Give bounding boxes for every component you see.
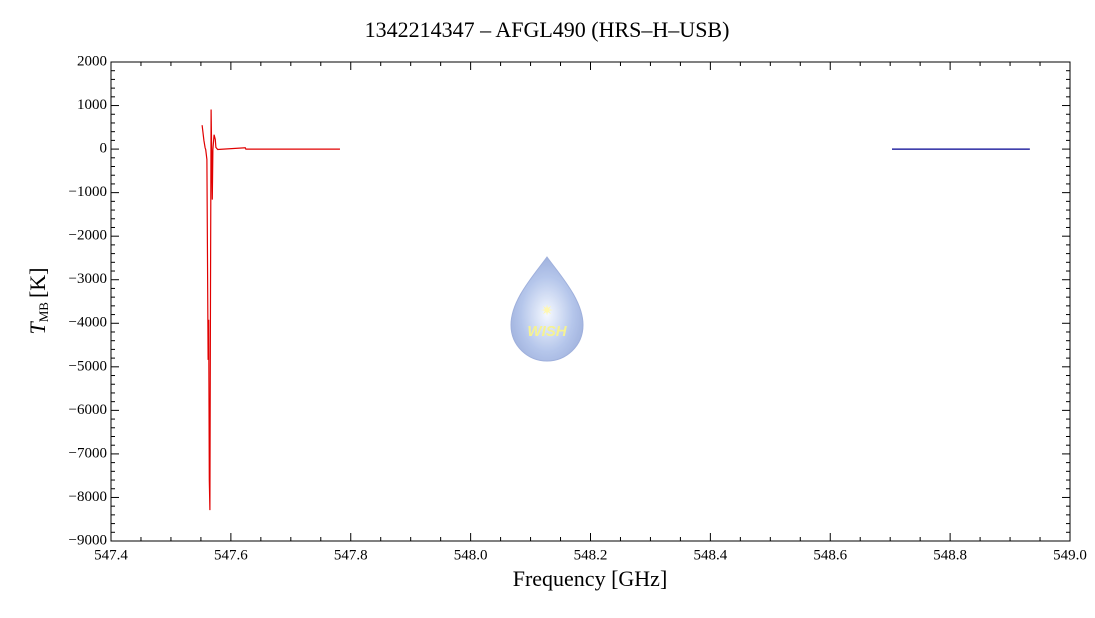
watermark-logo: ✷ WISH [510,256,584,362]
chart-title: 1342214347 – AFGL490 (HRS–H–USB) [365,17,730,42]
y-tick-label: 2000 [77,53,107,69]
star: ✷ [541,303,554,319]
x-tick-label: 547.8 [334,547,368,563]
x-tick-label: 548.0 [454,547,488,563]
y-tick-label: −4000 [69,315,107,331]
y-tick-label: −9000 [69,532,107,548]
y-tick-label: 0 [100,141,108,157]
x-tick-label: 548.2 [574,547,608,563]
x-tick-label: 547.6 [214,547,248,563]
x-tick-label: 549.0 [1053,547,1087,563]
plot-frame [110,61,1071,542]
y-tick-label: −2000 [69,228,107,244]
x-tick-label: 548.6 [813,547,847,563]
x-tick-label: 548.8 [933,547,967,563]
series-line [201,109,340,511]
drop [510,256,584,362]
x-tick-label: 547.4 [94,547,128,563]
y-axis-label: TMB [K] [25,267,51,334]
y-tick-label: −3000 [69,271,107,287]
y-tick-label: 1000 [77,97,107,113]
y-tick-label: −1000 [69,184,107,200]
y-tick-label: −8000 [69,489,107,505]
x-tick-label: 548.4 [694,547,728,563]
y-tick-label: −5000 [69,358,107,374]
watermark-text: WISH [527,323,567,340]
y-tick-label: −6000 [69,402,107,418]
y-tick-label: −7000 [69,445,107,461]
y-label-subscript: MB [36,302,51,323]
y-label-symbol: T [25,321,50,335]
x-axis-label: Frequency [GHz] [513,566,668,591]
y-label-unit: [K] [25,267,50,298]
